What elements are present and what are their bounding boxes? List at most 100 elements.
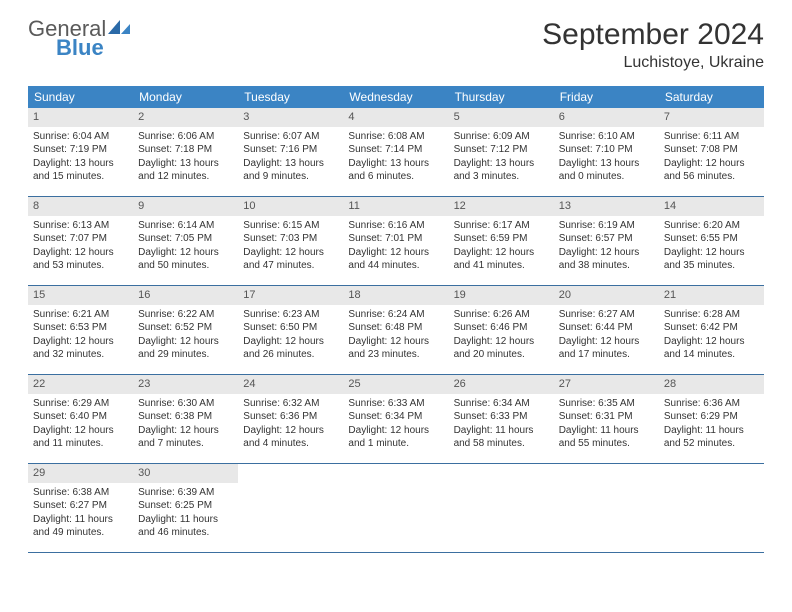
daylight-text: Daylight: 12 hours and 38 minutes.	[559, 246, 654, 273]
sunset-text: Sunset: 7:01 PM	[348, 232, 443, 246]
daylight-text: Daylight: 12 hours and 23 minutes.	[348, 335, 443, 362]
sunrise-text: Sunrise: 6:09 AM	[454, 130, 549, 144]
sunrise-text: Sunrise: 6:06 AM	[138, 130, 233, 144]
logo-sail-icon	[106, 18, 132, 36]
daylight-text: Daylight: 12 hours and 53 minutes.	[33, 246, 128, 273]
day-number: 7	[659, 108, 764, 127]
daylight-text: Daylight: 13 hours and 3 minutes.	[454, 157, 549, 184]
sunrise-text: Sunrise: 6:15 AM	[243, 219, 338, 233]
daylight-text: Daylight: 12 hours and 56 minutes.	[664, 157, 759, 184]
week-row: 1Sunrise: 6:04 AMSunset: 7:19 PMDaylight…	[28, 108, 764, 197]
daylight-text: Daylight: 12 hours and 29 minutes.	[138, 335, 233, 362]
sunrise-text: Sunrise: 6:20 AM	[664, 219, 759, 233]
day-cell: 11Sunrise: 6:16 AMSunset: 7:01 PMDayligh…	[343, 197, 448, 285]
sunset-text: Sunset: 6:38 PM	[138, 410, 233, 424]
week-row: 29Sunrise: 6:38 AMSunset: 6:27 PMDayligh…	[28, 464, 764, 553]
weekday-header: Tuesday	[238, 86, 343, 108]
day-cell: 12Sunrise: 6:17 AMSunset: 6:59 PMDayligh…	[449, 197, 554, 285]
daylight-text: Daylight: 12 hours and 35 minutes.	[664, 246, 759, 273]
day-number: 18	[343, 286, 448, 305]
daylight-text: Daylight: 13 hours and 0 minutes.	[559, 157, 654, 184]
day-cell: 5 Sunrise: 6:09 AMSunset: 7:12 PMDaylight…	[449, 108, 554, 196]
sunrise-text: Sunrise: 6:19 AM	[559, 219, 654, 233]
day-cell: 7Sunrise: 6:11 AMSunset: 7:08 PMDaylight…	[659, 108, 764, 196]
sunset-text: Sunset: 6:46 PM	[454, 321, 549, 335]
day-number: 27	[554, 375, 659, 394]
sunset-text: Sunset: 6:50 PM	[243, 321, 338, 335]
sunset-text: Sunset: 6:53 PM	[33, 321, 128, 335]
daylight-text: Daylight: 11 hours and 46 minutes.	[138, 513, 233, 540]
day-number: 20	[554, 286, 659, 305]
sunset-text: Sunset: 7:19 PM	[33, 143, 128, 157]
sunrise-text: Sunrise: 6:07 AM	[243, 130, 338, 144]
sunset-text: Sunset: 6:59 PM	[454, 232, 549, 246]
week-row: 15Sunrise: 6:21 AMSunset: 6:53 PMDayligh…	[28, 286, 764, 375]
sunset-text: Sunset: 7:07 PM	[33, 232, 128, 246]
sunset-text: Sunset: 7:03 PM	[243, 232, 338, 246]
day-number: 8	[28, 197, 133, 216]
sunrise-text: Sunrise: 6:28 AM	[664, 308, 759, 322]
day-number: 22	[28, 375, 133, 394]
daylight-text: Daylight: 13 hours and 15 minutes.	[33, 157, 128, 184]
day-cell: 1Sunrise: 6:04 AMSunset: 7:19 PMDaylight…	[28, 108, 133, 196]
day-cell: 29Sunrise: 6:38 AMSunset: 6:27 PMDayligh…	[28, 464, 133, 552]
day-number: 15	[28, 286, 133, 305]
day-cell-empty	[238, 464, 343, 552]
daylight-text: Daylight: 12 hours and 26 minutes.	[243, 335, 338, 362]
sunset-text: Sunset: 6:34 PM	[348, 410, 443, 424]
title-block: September 2024 Luchistoye, Ukraine	[542, 18, 764, 72]
day-number: 12	[449, 197, 554, 216]
daylight-text: Daylight: 12 hours and 41 minutes.	[454, 246, 549, 273]
daylight-text: Daylight: 13 hours and 12 minutes.	[138, 157, 233, 184]
sunrise-text: Sunrise: 6:08 AM	[348, 130, 443, 144]
day-cell: 15Sunrise: 6:21 AMSunset: 6:53 PMDayligh…	[28, 286, 133, 374]
day-cell: 26Sunrise: 6:34 AMSunset: 6:33 PMDayligh…	[449, 375, 554, 463]
day-number: 10	[238, 197, 343, 216]
sunset-text: Sunset: 6:55 PM	[664, 232, 759, 246]
daylight-text: Daylight: 12 hours and 1 minute.	[348, 424, 443, 451]
daylight-text: Daylight: 11 hours and 49 minutes.	[33, 513, 128, 540]
day-cell: 9Sunrise: 6:14 AMSunset: 7:05 PMDaylight…	[133, 197, 238, 285]
day-cell: 27Sunrise: 6:35 AMSunset: 6:31 PMDayligh…	[554, 375, 659, 463]
day-cell-empty	[659, 464, 764, 552]
day-cell: 16Sunrise: 6:22 AMSunset: 6:52 PMDayligh…	[133, 286, 238, 374]
calendar-page: General Blue September 2024 Luchistoye, …	[0, 0, 792, 571]
day-number: 17	[238, 286, 343, 305]
sunset-text: Sunset: 6:29 PM	[664, 410, 759, 424]
daylight-text: Daylight: 12 hours and 4 minutes.	[243, 424, 338, 451]
month-title: September 2024	[542, 18, 764, 52]
location-label: Luchistoye, Ukraine	[542, 54, 764, 72]
daylight-text: Daylight: 12 hours and 44 minutes.	[348, 246, 443, 273]
day-cell: 10 Sunrise: 6:15 AMSunset: 7:03 PMDayligh…	[238, 197, 343, 285]
day-number: 5	[449, 108, 554, 127]
daylight-text: Daylight: 12 hours and 11 minutes.	[33, 424, 128, 451]
sunset-text: Sunset: 6:48 PM	[348, 321, 443, 335]
sunrise-text: Sunrise: 6:34 AM	[454, 397, 549, 411]
sunrise-text: Sunrise: 6:29 AM	[33, 397, 128, 411]
daylight-text: Daylight: 12 hours and 47 minutes.	[243, 246, 338, 273]
day-cell: 28Sunrise: 6:36 AMSunset: 6:29 PMDayligh…	[659, 375, 764, 463]
day-cell: 30Sunrise: 6:39 AMSunset: 6:25 PMDayligh…	[133, 464, 238, 552]
sunrise-text: Sunrise: 6:36 AM	[664, 397, 759, 411]
day-cell-empty	[449, 464, 554, 552]
daylight-text: Daylight: 13 hours and 6 minutes.	[348, 157, 443, 184]
day-cell: 19Sunrise: 6:26 AMSunset: 6:46 PMDayligh…	[449, 286, 554, 374]
daylight-text: Daylight: 12 hours and 14 minutes.	[664, 335, 759, 362]
day-cell: 25Sunrise: 6:33 AMSunset: 6:34 PMDayligh…	[343, 375, 448, 463]
day-cell: 3Sunrise: 6:07 AMSunset: 7:16 PMDaylight…	[238, 108, 343, 196]
sunrise-text: Sunrise: 6:32 AM	[243, 397, 338, 411]
daylight-text: Daylight: 11 hours and 58 minutes.	[454, 424, 549, 451]
day-number: 14	[659, 197, 764, 216]
day-cell: 8 Sunrise: 6:13 AMSunset: 7:07 PMDaylight…	[28, 197, 133, 285]
sunrise-text: Sunrise: 6:13 AM	[33, 219, 128, 233]
daylight-text: Daylight: 12 hours and 7 minutes.	[138, 424, 233, 451]
day-number: 2	[133, 108, 238, 127]
sunrise-text: Sunrise: 6:33 AM	[348, 397, 443, 411]
sunset-text: Sunset: 7:12 PM	[454, 143, 549, 157]
day-number: 6	[554, 108, 659, 127]
weekday-header: Saturday	[659, 86, 764, 108]
page-header: General Blue September 2024 Luchistoye, …	[28, 18, 764, 72]
sunset-text: Sunset: 7:05 PM	[138, 232, 233, 246]
sunrise-text: Sunrise: 6:16 AM	[348, 219, 443, 233]
day-cell: 2Sunrise: 6:06 AMSunset: 7:18 PMDaylight…	[133, 108, 238, 196]
